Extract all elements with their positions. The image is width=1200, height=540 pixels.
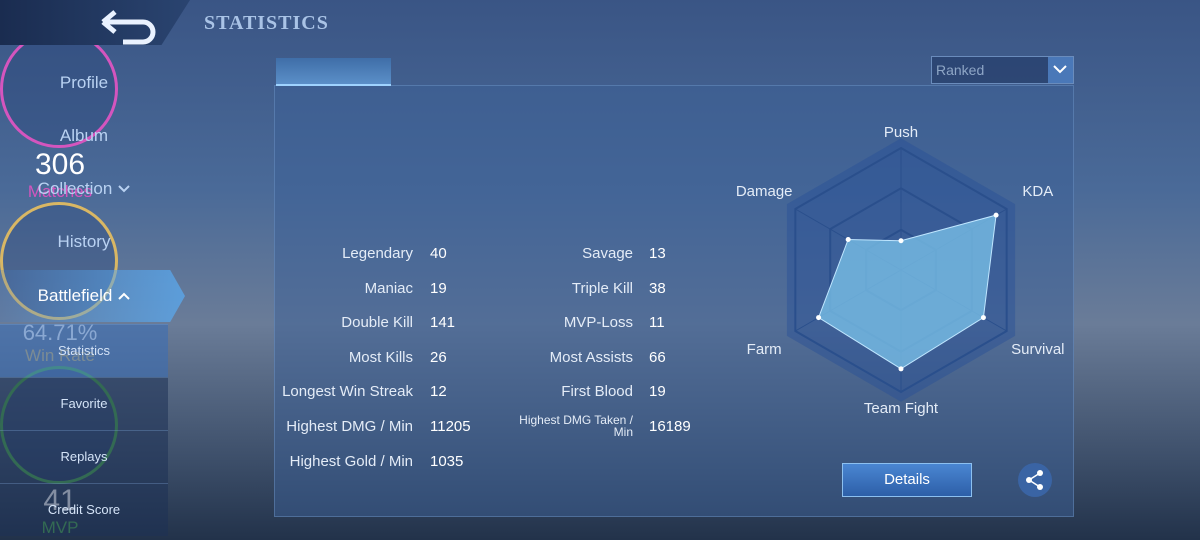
stat-label: Most Kills (348, 348, 413, 366)
stat-label: Highest DMG / Min (286, 418, 413, 435)
stat-value: 26 (430, 348, 447, 366)
radar-point (898, 366, 904, 372)
sidebar-item[interactable]: History (57, 232, 111, 251)
sidebar-item[interactable]: Collection (0, 179, 168, 199)
stat-label: Triple Kill (571, 279, 633, 297)
sidebar-item[interactable]: Album (59, 126, 109, 145)
sidebar-subitem[interactable]: Credit Score (0, 483, 168, 536)
stat-value: 16189 (649, 418, 691, 435)
radar-axis-label: Farm (747, 341, 782, 358)
stat-label: MVP-Loss (563, 314, 633, 332)
chevron (118, 185, 131, 193)
radar-point (898, 238, 904, 244)
stat-label: Savage (582, 245, 633, 262)
stat-value: 38 (649, 279, 666, 297)
summary-label: Matches (27, 182, 93, 201)
sidebar-subitem[interactable]: Statistics (0, 324, 168, 377)
stat-value: 11 (649, 314, 665, 332)
summary-value: 306 (34, 148, 86, 181)
radar-point (993, 212, 999, 218)
sidebar-item[interactable]: Profile (59, 73, 109, 92)
radar-point (980, 315, 986, 321)
radar-axis-label: KDA (1022, 183, 1053, 200)
radar-axis-label: Push (884, 124, 918, 141)
radar-axis-label: Damage (736, 183, 793, 200)
stat-label: First Blood (561, 383, 633, 401)
stat-value: 19 (430, 279, 447, 297)
active-highlight (0, 270, 185, 322)
sidebar-item[interactable]: Battlefield (0, 286, 168, 306)
stat-value: 40 (430, 245, 447, 262)
dropdown-arrow (1048, 57, 1073, 83)
tab-active[interactable] (276, 58, 391, 86)
stat-value: 141 (430, 314, 456, 332)
stat-label: Longest Win Streak (282, 383, 413, 401)
back-button[interactable] (0, 0, 190, 45)
stat-label: Legendary (342, 245, 413, 262)
radar-point (845, 237, 851, 242)
stat-value: 19 (649, 383, 666, 401)
stat-value: 66 (649, 348, 666, 366)
stat-value: 12 (430, 383, 447, 401)
stat-label: Highest DMG Taken / Min (519, 413, 633, 439)
details-button[interactable]: Details (842, 463, 972, 497)
stat-value: 13 (649, 245, 666, 262)
back-icon (101, 10, 156, 45)
stat-value: 11205 (430, 418, 471, 435)
radar-axis-label: Team Fight (864, 400, 939, 417)
sidebar-subitem[interactable]: Favorite (0, 377, 168, 430)
share-button[interactable] (1018, 463, 1052, 497)
mode-dropdown[interactable]: Ranked (931, 56, 1074, 84)
stat-label: Highest Gold / Min (289, 452, 413, 470)
sidebar-subitem[interactable]: Replays (0, 430, 168, 483)
stat-label: Maniac (364, 279, 413, 297)
radar-chart: Push KDA Survival Team Fight Farm Damage (736, 124, 1065, 417)
dropdown-text: Ranked (936, 62, 985, 78)
radar-axis-label: Survival (1011, 341, 1064, 358)
stat-label: Most Assists (549, 348, 633, 366)
stat-label: Double Kill (341, 314, 413, 332)
summary-ring (0, 30, 118, 148)
stat-value: 1035 (430, 452, 464, 470)
radar-point (816, 315, 822, 321)
page-title: STATISTICS (204, 12, 329, 34)
chevron (118, 292, 131, 300)
